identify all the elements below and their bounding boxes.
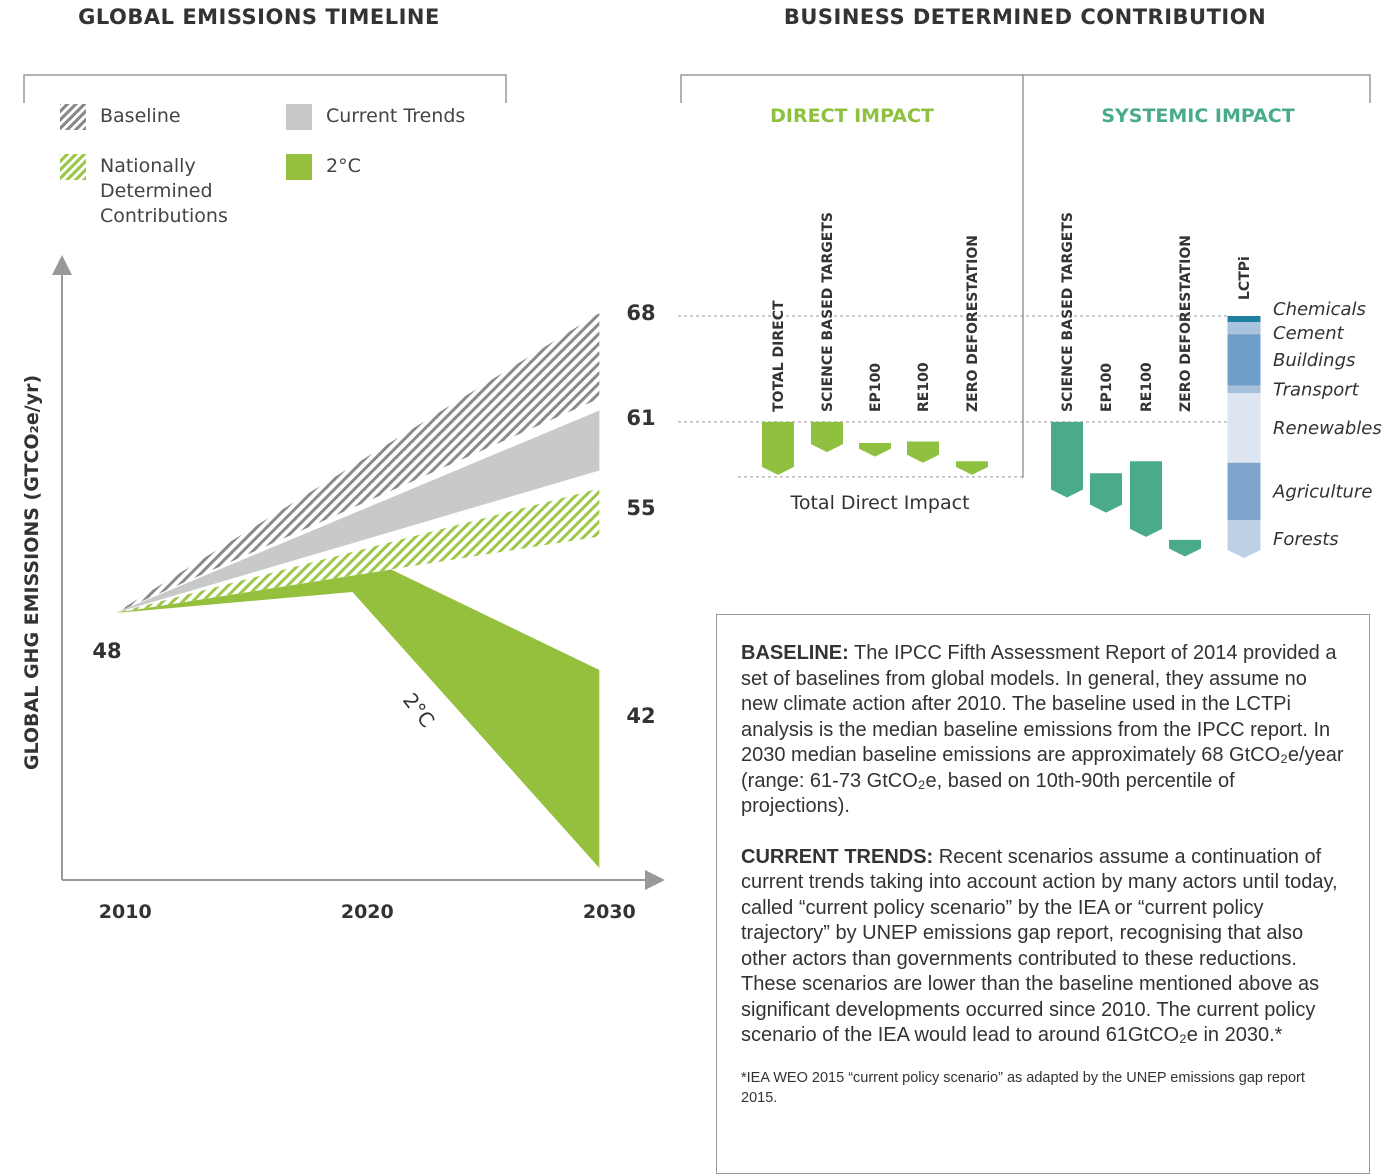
y-axis-label: GLOBAL GHG EMISSIONS (GTCO₂e/yr) (21, 375, 43, 770)
end-label: 42 (626, 704, 655, 728)
legend-item: 2°C (286, 154, 486, 180)
category-label: ZERO DEFORESTATION (1178, 235, 1194, 412)
group-title: DIRECT IMPACT (770, 105, 934, 127)
start-label: 48 (92, 639, 121, 663)
x-tick-label: 2010 (99, 901, 152, 923)
band (115, 313, 600, 613)
segment-label: Transport (1273, 379, 1360, 400)
category-label: RE100 (916, 362, 932, 412)
band (115, 410, 600, 613)
bar (1090, 473, 1122, 513)
segment-label: Buildings (1273, 350, 1355, 371)
stack-segment (1227, 316, 1261, 323)
legend-swatch (286, 104, 312, 130)
end-label: 61 (626, 406, 655, 430)
band (115, 488, 600, 613)
paragraph-text: Recent scenarios assume a continuation o… (741, 845, 1338, 1047)
segment-label: Chemicals (1273, 299, 1366, 320)
bar (859, 443, 891, 457)
bar (1227, 520, 1261, 558)
legend-item: Baseline (60, 104, 260, 130)
text-box: BASELINE: The IPCC Fifth Assessment Repo… (716, 614, 1370, 1174)
total-label: Total Direct Impact (789, 492, 969, 514)
paragraph: BASELINE: The IPCC Fifth Assessment Repo… (741, 641, 1345, 820)
category-label: LCTPi (1237, 256, 1253, 300)
category-label: SCIENCE BASED TARGETS (820, 212, 836, 412)
legend-label: Current Trends (326, 105, 466, 127)
segment-label: Cement (1273, 323, 1345, 344)
x-tick-label: 2020 (341, 901, 394, 923)
stack-segment (1227, 322, 1261, 335)
band (115, 569, 600, 868)
chart-title: BUSINESS DETERMINED CONTRIBUTION (784, 5, 1266, 29)
paragraph: CURRENT TRENDS: Recent scenarios assume … (741, 845, 1345, 1049)
stack-segment (1227, 385, 1261, 394)
bar (1130, 461, 1162, 537)
end-label: 68 (626, 301, 655, 325)
category-label: SCIENCE BASED TARGETS (1060, 212, 1076, 412)
category-label: ZERO DEFORESTATION (965, 235, 981, 412)
category-label: RE100 (1139, 362, 1155, 412)
frame (23, 74, 507, 103)
bar (956, 461, 988, 475)
stack-segment (1227, 462, 1261, 521)
footnote: *IEA WEO 2015 “current policy scenario” … (741, 1069, 1305, 1106)
legend-item: Current Trends (286, 104, 486, 130)
bar (907, 441, 939, 463)
legend-item: Nationally Determined Contributions (60, 154, 230, 229)
group-title: SYSTEMIC IMPACT (1101, 105, 1294, 127)
bar (1169, 539, 1201, 557)
stack-segment (1227, 393, 1261, 463)
stack-segment (1227, 334, 1261, 386)
bar (811, 421, 843, 453)
chart-title: GLOBAL EMISSIONS TIMELINE (78, 5, 440, 29)
segment-label: Forests (1273, 529, 1339, 550)
category-label: EP100 (868, 363, 884, 412)
legend-label: Nationally Determined Contributions (100, 155, 228, 227)
legend-label: Baseline (100, 105, 181, 127)
legend-swatch (286, 154, 312, 180)
category-label: TOTAL DIRECT (771, 300, 787, 412)
category-label: EP100 (1099, 363, 1115, 412)
legend-swatch (60, 104, 86, 130)
bar (762, 421, 794, 475)
segment-label: Renewables (1273, 418, 1382, 439)
legend-swatch (60, 154, 86, 180)
end-label: 55 (626, 496, 655, 520)
paragraph-heading: BASELINE: (741, 642, 849, 664)
frame (680, 74, 1371, 478)
legend-label: 2°C (326, 155, 361, 177)
paragraph-heading: CURRENT TRENDS: (741, 845, 934, 868)
annotation: 2°C (398, 688, 440, 732)
x-tick-label: 2030 (583, 901, 636, 923)
paragraph-text: The IPCC Fifth Assessment Report of 2014… (741, 642, 1344, 817)
bar (1051, 421, 1083, 498)
segment-label: Agriculture (1272, 481, 1372, 502)
